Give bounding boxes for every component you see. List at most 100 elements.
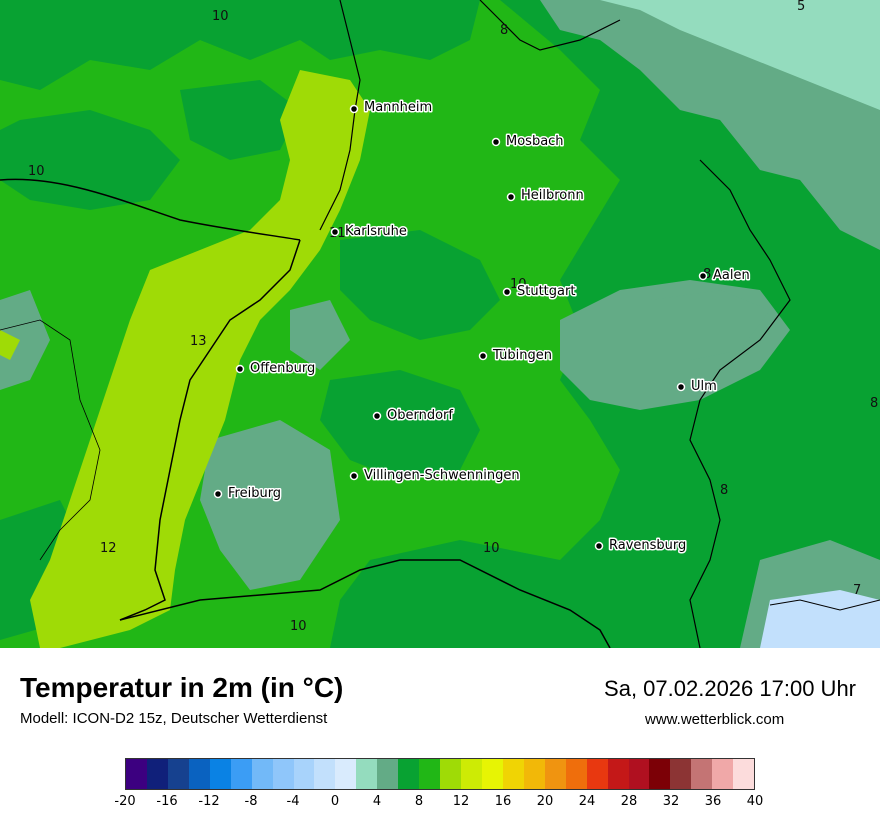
area-north-dark: [0, 0, 480, 90]
legend-tick-label: 20: [536, 794, 554, 809]
city-freiburg: Freiburg: [213, 485, 283, 503]
legend-swatch: [209, 759, 231, 789]
city-marker-icon: [372, 411, 382, 421]
city-label: Aalen: [713, 268, 750, 283]
legend-tick-label: -20: [114, 794, 136, 809]
legend-tick-label: 28: [620, 794, 638, 809]
area-palatinate-dark: [180, 80, 300, 160]
isoline-label: 8: [870, 396, 878, 411]
isoline-label: 10: [510, 277, 527, 292]
border-line-france: [0, 319, 101, 561]
legend-tick-label: -4: [286, 794, 300, 809]
legend-swatch: [523, 759, 545, 789]
legend-swatch: [251, 759, 273, 789]
city-heilbronn: Heilbronn: [506, 187, 585, 205]
legend-swatch: [230, 759, 252, 789]
city-mosbach: Mosbach: [491, 133, 565, 151]
isoline-label: 10: [28, 164, 45, 179]
isoline-label: 10: [212, 9, 229, 24]
area-west-warm: [0, 330, 20, 360]
city-label: Villingen-Schwenningen: [364, 468, 520, 483]
city-label: Stuttgart: [517, 284, 575, 299]
isoline-label: 10: [290, 619, 307, 634]
city-marker-icon: [478, 351, 488, 361]
isoline-label: 5: [797, 0, 805, 14]
page-title: Temperatur in 2m (in °C): [20, 672, 344, 703]
city-oberndorf: Oberndorf: [372, 407, 455, 425]
forecast-datetime: Sa, 07.02.2026 17:00 Uhr: [604, 676, 856, 701]
city-stuttgart: Stuttgart: [502, 283, 577, 301]
city-label: Ulm: [691, 379, 717, 394]
legend-swatch: [461, 759, 482, 789]
border-line-bavaria: [689, 159, 791, 648]
area-rhine-valley-warm: [30, 70, 370, 648]
legend-swatch: [544, 759, 566, 789]
city-label: Karlsruhe: [345, 224, 407, 239]
area-northeast-cold: [600, 0, 880, 110]
city-marker-icon: [594, 541, 604, 551]
city-label: Ravensburg: [609, 538, 686, 553]
legend-swatch: [733, 759, 755, 789]
temperature-map: 10 8 5 10 11 8 10 13 8 8 12 10 10 7 Mann…: [0, 0, 880, 648]
map-footer: Temperatur in 2m (in °C) Modell: ICON-D2…: [0, 648, 880, 830]
area-bodensee-dark: [330, 540, 600, 648]
city-marker-icon: [676, 382, 686, 392]
city-marker-icon: [349, 471, 359, 481]
area-aalen-cool: [650, 290, 770, 360]
color-legend: -20 -16 -12 -8 -4 0 4 8 12 16 20 24 28 32 36 40: [114, 758, 763, 809]
legend-swatch: [691, 759, 713, 789]
city-marker-icon: [235, 364, 245, 374]
isoline-label: 8: [703, 267, 711, 282]
legend-tick-label: -12: [198, 794, 220, 809]
city-label: Mannheim: [364, 100, 432, 115]
isoline-label: 10: [483, 541, 500, 556]
legend-bar: [125, 758, 755, 790]
city-label: Freiburg: [228, 486, 281, 501]
city-ulm: Ulm: [676, 378, 718, 396]
border-line-ne: [479, 0, 621, 51]
legend-tick-label: 40: [746, 794, 764, 809]
legend-swatch: [440, 759, 461, 789]
city-mannheim: Mannheim: [349, 99, 434, 117]
city-ravensburg: Ravensburg: [594, 537, 688, 555]
city-label: Offenburg: [250, 361, 315, 376]
city-aalen: Aalen: [698, 267, 751, 285]
legend-swatch: [293, 759, 315, 789]
city-marker-icon: [330, 227, 340, 237]
legend-swatch: [335, 759, 357, 789]
legend-swatch: [712, 759, 734, 789]
city-marker-icon: [506, 192, 516, 202]
legend-swatch: [314, 759, 336, 789]
legend-swatch: [188, 759, 210, 789]
legend-tick-label: -16: [156, 794, 178, 809]
legend-swatch: [356, 759, 378, 789]
legend-swatch: [167, 759, 189, 789]
border-line-austria: [769, 599, 880, 611]
area-stuttgart-dark: [340, 230, 500, 340]
legend-tick-label: 32: [662, 794, 680, 809]
isoline-label: 13: [190, 334, 207, 349]
legend-swatch: [607, 759, 629, 789]
area-blackforest-east-dark: [320, 370, 480, 480]
model-info: Modell: ICON-D2 15z, Deutscher Wetterdie…: [20, 710, 328, 727]
legend-swatch: [126, 759, 147, 789]
legend-swatch: [649, 759, 671, 789]
area-west-dark: [0, 110, 180, 210]
area-vosges-cool: [0, 290, 50, 390]
legend-tick-label: 12: [452, 794, 470, 809]
city-marker-icon: [698, 271, 708, 281]
legend-swatch: [481, 759, 503, 789]
legend-swatch: [398, 759, 420, 789]
city-offenburg: Offenburg: [235, 360, 317, 378]
website-link[interactable]: www.wetterblick.com: [645, 711, 785, 728]
legend-swatch: [565, 759, 587, 789]
city-marker-icon: [491, 137, 501, 147]
legend-swatch: [419, 759, 441, 789]
city-label: Heilbronn: [521, 188, 584, 203]
city-marker-icon: [349, 104, 359, 114]
legend-tick-label: 0: [330, 794, 340, 809]
border-line-rhine: [0, 178, 301, 621]
legend-tick-label: -8: [244, 794, 258, 809]
legend-swatch: [628, 759, 650, 789]
isoline-label: 8: [720, 483, 728, 498]
